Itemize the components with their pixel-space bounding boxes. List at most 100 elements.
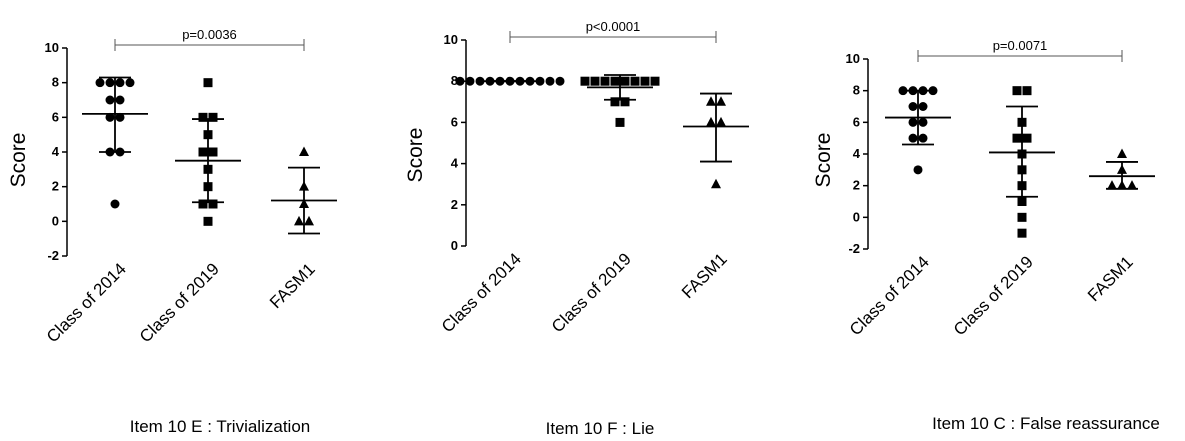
data-point-square — [1022, 86, 1032, 96]
data-point-triangle — [1127, 180, 1137, 190]
y-tick-label: 4 — [853, 146, 861, 161]
chart-caption: Item 10 E : Trivialization — [130, 417, 310, 436]
data-point-circle — [455, 76, 465, 86]
chart-panel-3: -2 0 2 4 6 8 10 Score Class of 2014 Class of 2019… — [812, 38, 1160, 433]
y-tick-label: 8 — [52, 75, 59, 90]
data-point-square — [620, 97, 630, 107]
data-point-triangle — [706, 116, 716, 127]
data-point-square — [198, 199, 208, 209]
x-category-label: Class of 2014 — [438, 249, 525, 336]
series-1 — [82, 76, 148, 209]
y-tick-label: 2 — [52, 179, 59, 194]
x-category-label: Class of 2019 — [136, 259, 223, 346]
data-point-triangle — [706, 96, 716, 106]
data-point-circle — [125, 78, 135, 88]
data-point-circle — [913, 165, 923, 175]
series-3 — [271, 146, 337, 235]
y-tick-label: 10 — [846, 51, 860, 66]
data-point-circle — [908, 117, 918, 127]
data-point-circle — [95, 78, 105, 88]
series-2 — [580, 74, 660, 127]
y-tick-label: 8 — [853, 83, 860, 98]
y-tick-label: 0 — [853, 209, 860, 224]
data-point-circle — [105, 78, 115, 88]
data-point-circle — [918, 133, 928, 143]
y-axis-label: Score — [812, 133, 835, 188]
data-point-circle — [918, 102, 928, 111]
x-category-label: Class of 2014 — [846, 252, 933, 339]
series-1 — [885, 86, 951, 175]
p-value-label: p=0.0071 — [993, 38, 1048, 53]
data-point-triangle — [299, 146, 309, 156]
series-3 — [1089, 148, 1155, 190]
p-value-label: p=0.0036 — [182, 27, 237, 42]
data-point-circle — [105, 95, 115, 105]
series-2 — [175, 78, 241, 226]
data-point-square — [615, 117, 625, 127]
data-point-circle — [555, 76, 565, 86]
data-point-square — [203, 216, 213, 226]
y-tick-label: -2 — [848, 241, 860, 256]
y-tick-label: 6 — [52, 109, 59, 124]
data-point-square — [208, 147, 218, 157]
data-point-circle — [918, 117, 928, 127]
x-category-label: Class of 2019 — [950, 252, 1037, 339]
data-point-square — [1017, 228, 1027, 238]
data-point-circle — [465, 76, 475, 86]
chart-caption: Item 10 F : Lie — [546, 419, 655, 438]
data-point-circle — [908, 102, 918, 111]
y-tick-label: 6 — [451, 114, 458, 129]
y-tick-label: 10 — [444, 32, 458, 47]
data-point-square — [610, 97, 620, 107]
data-point-circle — [105, 112, 115, 122]
data-point-square — [203, 78, 213, 88]
data-point-square — [610, 76, 620, 86]
data-point-square — [198, 147, 208, 157]
y-tick-label: 4 — [451, 156, 459, 171]
data-point-triangle — [711, 178, 721, 189]
data-point-square — [1012, 133, 1022, 143]
chart-caption: Item 10 C : False reassurance — [932, 414, 1160, 433]
data-point-square — [640, 76, 650, 86]
data-point-circle — [115, 95, 125, 105]
data-point-square — [1012, 86, 1022, 96]
data-point-circle — [545, 76, 555, 86]
data-point-square — [1017, 197, 1027, 206]
series-1 — [455, 76, 565, 86]
data-point-square — [650, 76, 660, 86]
data-point-triangle — [304, 215, 314, 226]
data-point-circle — [115, 78, 125, 88]
y-axis-label: Score — [7, 133, 30, 188]
data-point-circle — [908, 133, 918, 143]
series-2 — [989, 86, 1055, 238]
y-tick-label: 10 — [45, 40, 59, 55]
x-category-label: Class of 2019 — [548, 249, 635, 336]
data-point-circle — [110, 199, 120, 209]
data-point-triangle — [1107, 180, 1117, 190]
data-point-square — [620, 76, 630, 86]
data-point-square — [590, 76, 600, 86]
series-3 — [683, 92, 749, 189]
p-value-label: p<0.0001 — [586, 19, 641, 34]
data-point-circle — [115, 112, 125, 122]
data-point-triangle — [1117, 148, 1127, 158]
chart-panel-1: -2 0 2 4 6 8 10 Score Class of 2014 Class of 2019… — [7, 27, 337, 436]
y-tick-label: 4 — [52, 144, 60, 159]
data-point-triangle — [716, 116, 726, 127]
data-point-triangle — [294, 215, 304, 226]
x-category-label: Class of 2014 — [43, 259, 130, 346]
y-tick-label: 0 — [52, 213, 59, 228]
data-point-square — [198, 112, 208, 122]
data-point-square — [580, 76, 590, 86]
data-point-square — [600, 76, 610, 86]
data-point-square — [208, 199, 218, 209]
x-category-label: FASM1 — [266, 259, 319, 312]
y-tick-label: 6 — [853, 114, 860, 129]
data-point-triangle — [716, 96, 726, 106]
chart-panel-2: 0 2 4 6 8 10 Score Class of 2014 Class of 2019 FA… — [404, 19, 749, 438]
y-tick-label: 2 — [451, 197, 458, 212]
y-tick-label: 8 — [451, 73, 458, 88]
data-point-square — [630, 76, 640, 86]
data-point-square — [208, 112, 218, 122]
